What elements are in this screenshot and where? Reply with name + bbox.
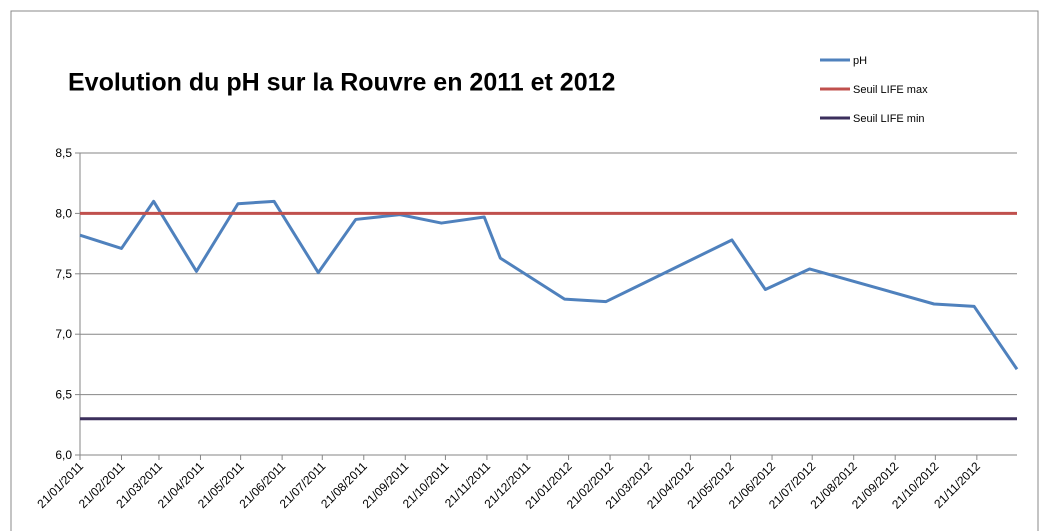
- y-tick-label: 8,5: [55, 146, 72, 160]
- legend-label: Seuil LIFE min: [853, 113, 925, 125]
- legend-label: pH: [853, 55, 867, 67]
- y-tick-label: 7,5: [55, 267, 72, 281]
- y-tick-label: 6,0: [55, 448, 72, 462]
- y-tick-label: 8,0: [55, 206, 72, 220]
- legend-label: Seuil LIFE max: [853, 84, 928, 96]
- y-tick-label: 6,5: [55, 388, 72, 402]
- chart-title: Evolution du pH sur la Rouvre en 2011 et…: [68, 69, 615, 97]
- data-line: [79, 199, 1019, 371]
- y-tick-label: 7,0: [55, 327, 72, 341]
- chart-frame: [10, 10, 1039, 531]
